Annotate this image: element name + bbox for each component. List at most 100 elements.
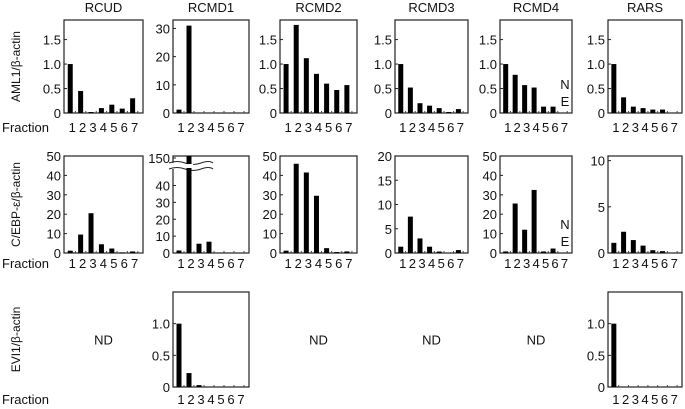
y-tick-label: 0 — [385, 106, 392, 121]
bar — [344, 85, 350, 113]
x-tick-label: 3 — [632, 120, 639, 135]
x-tick-label: 6 — [551, 256, 558, 271]
bar — [130, 251, 136, 253]
plot-frame — [63, 155, 144, 254]
x-tick-label: 4 — [100, 120, 107, 135]
y-tick-label: 5 — [598, 200, 605, 215]
x-tick-label: 3 — [523, 120, 530, 135]
panel-2-3: ND — [422, 333, 441, 348]
panel-2-2: ND — [309, 333, 328, 348]
column-title: RCMD3 — [408, 0, 454, 15]
bar — [176, 109, 182, 113]
x-tick-label: 7 — [131, 256, 138, 271]
x-tick-label: 2 — [79, 120, 86, 135]
bar — [660, 109, 666, 113]
bar — [407, 87, 413, 113]
not-determined-label: ND — [309, 333, 328, 348]
x-tick-label: 3 — [89, 256, 96, 271]
x-tick-label: 4 — [428, 256, 435, 271]
y-tick-label: 1.5 — [43, 33, 61, 48]
y-tick-label: 0 — [490, 246, 497, 261]
bar — [611, 242, 617, 253]
x-tick-label: 5 — [651, 392, 658, 407]
x-tick-label: 6 — [661, 120, 668, 135]
bar — [78, 90, 84, 113]
x-tick-label: 5 — [438, 120, 445, 135]
x-tick-label: 1 — [284, 120, 291, 135]
x-tick-label: 2 — [514, 256, 521, 271]
y-tick-label: 0 — [163, 246, 170, 261]
y-tick-label: 0 — [598, 106, 605, 121]
bar — [522, 85, 528, 113]
bar — [313, 73, 319, 113]
x-tick-label: 4 — [315, 120, 322, 135]
x-tick-label: 5 — [438, 256, 445, 271]
x-tick-label: 6 — [227, 120, 234, 135]
plot-frame — [607, 291, 683, 388]
panel-0-0: 0 0.5 1.0 1.5 1 2 3 4 5 6 7 — [43, 19, 144, 135]
y-tick-label: 5 — [385, 222, 392, 237]
panel-1-0: 0 10 20 30 40 50 1 2 3 4 5 6 7 — [47, 149, 144, 271]
y-tick-label: 0 — [598, 246, 605, 261]
bar — [550, 106, 556, 113]
y-tick-label: 40 — [263, 168, 277, 183]
x-tick-label: 5 — [110, 256, 117, 271]
x-tick-label: 2 — [187, 120, 194, 135]
y-tick-label: 40 — [47, 168, 61, 183]
x-tick-label: 5 — [651, 120, 658, 135]
not-evaluated-annotation: N — [560, 217, 569, 232]
x-tick-label: 3 — [197, 120, 204, 135]
y-tick-label: 1.0 — [43, 57, 61, 72]
bar — [436, 251, 442, 253]
y-tick-label: 1.5 — [479, 33, 497, 48]
y-tick-label: 0 — [163, 106, 170, 121]
x-tick-label: 2 — [622, 256, 629, 271]
bar — [283, 64, 289, 113]
x-tick-label: 3 — [523, 256, 530, 271]
y-tick-label: 0.5 — [152, 348, 170, 363]
x-tick-label: 6 — [121, 120, 128, 135]
panel-0-2: 0 0.5 1.0 1.5 1 2 3 4 5 6 7 — [259, 19, 358, 135]
bar — [334, 252, 340, 254]
x-tick-label: 6 — [447, 256, 454, 271]
y-tick-label: 20 — [47, 207, 61, 222]
plot-frame — [607, 19, 683, 114]
y-tick-label: 20 — [263, 207, 277, 222]
x-tick-label: 7 — [671, 392, 678, 407]
x-tick-label: 4 — [641, 120, 648, 135]
bar — [650, 109, 656, 113]
bar — [417, 238, 423, 253]
bar — [455, 109, 461, 113]
x-tick-label: 4 — [207, 256, 214, 271]
y-tick-label: 40 — [483, 168, 497, 183]
bar — [640, 108, 646, 113]
x-tick-label: 7 — [457, 120, 464, 135]
bar — [109, 104, 115, 113]
y-tick-label: 50 — [263, 149, 277, 164]
fraction-label: Fraction — [2, 256, 49, 271]
bar — [119, 252, 125, 254]
bar — [186, 373, 192, 387]
y-tick-label: 0 — [490, 106, 497, 121]
y-tick-label: 150 — [148, 151, 170, 166]
x-tick-label: 4 — [641, 392, 648, 407]
x-tick-label: 3 — [632, 256, 639, 271]
y-tick-label: 10 — [263, 227, 277, 242]
x-tick-label: 6 — [335, 120, 342, 135]
bar — [67, 250, 73, 253]
x-tick-label: 2 — [622, 120, 629, 135]
y-tick-label: 1.0 — [587, 317, 605, 332]
plot-frame — [172, 155, 250, 254]
row-ylabel: C/EBP-ε/β-actin — [9, 162, 23, 247]
y-tick-label: 1.5 — [374, 33, 392, 48]
x-tick-label: 2 — [514, 120, 521, 135]
bar — [407, 216, 413, 253]
y-tick-label: 1.0 — [374, 57, 392, 72]
panel-0-3: 0 0.5 1.0 1.5 1 2 3 4 5 6 7 — [374, 19, 469, 135]
x-tick-label: 1 — [504, 256, 511, 271]
x-tick-label: 3 — [418, 120, 425, 135]
x-tick-label: 1 — [612, 120, 619, 135]
column-title: RCMD4 — [513, 0, 559, 15]
x-tick-label: 4 — [207, 120, 214, 135]
